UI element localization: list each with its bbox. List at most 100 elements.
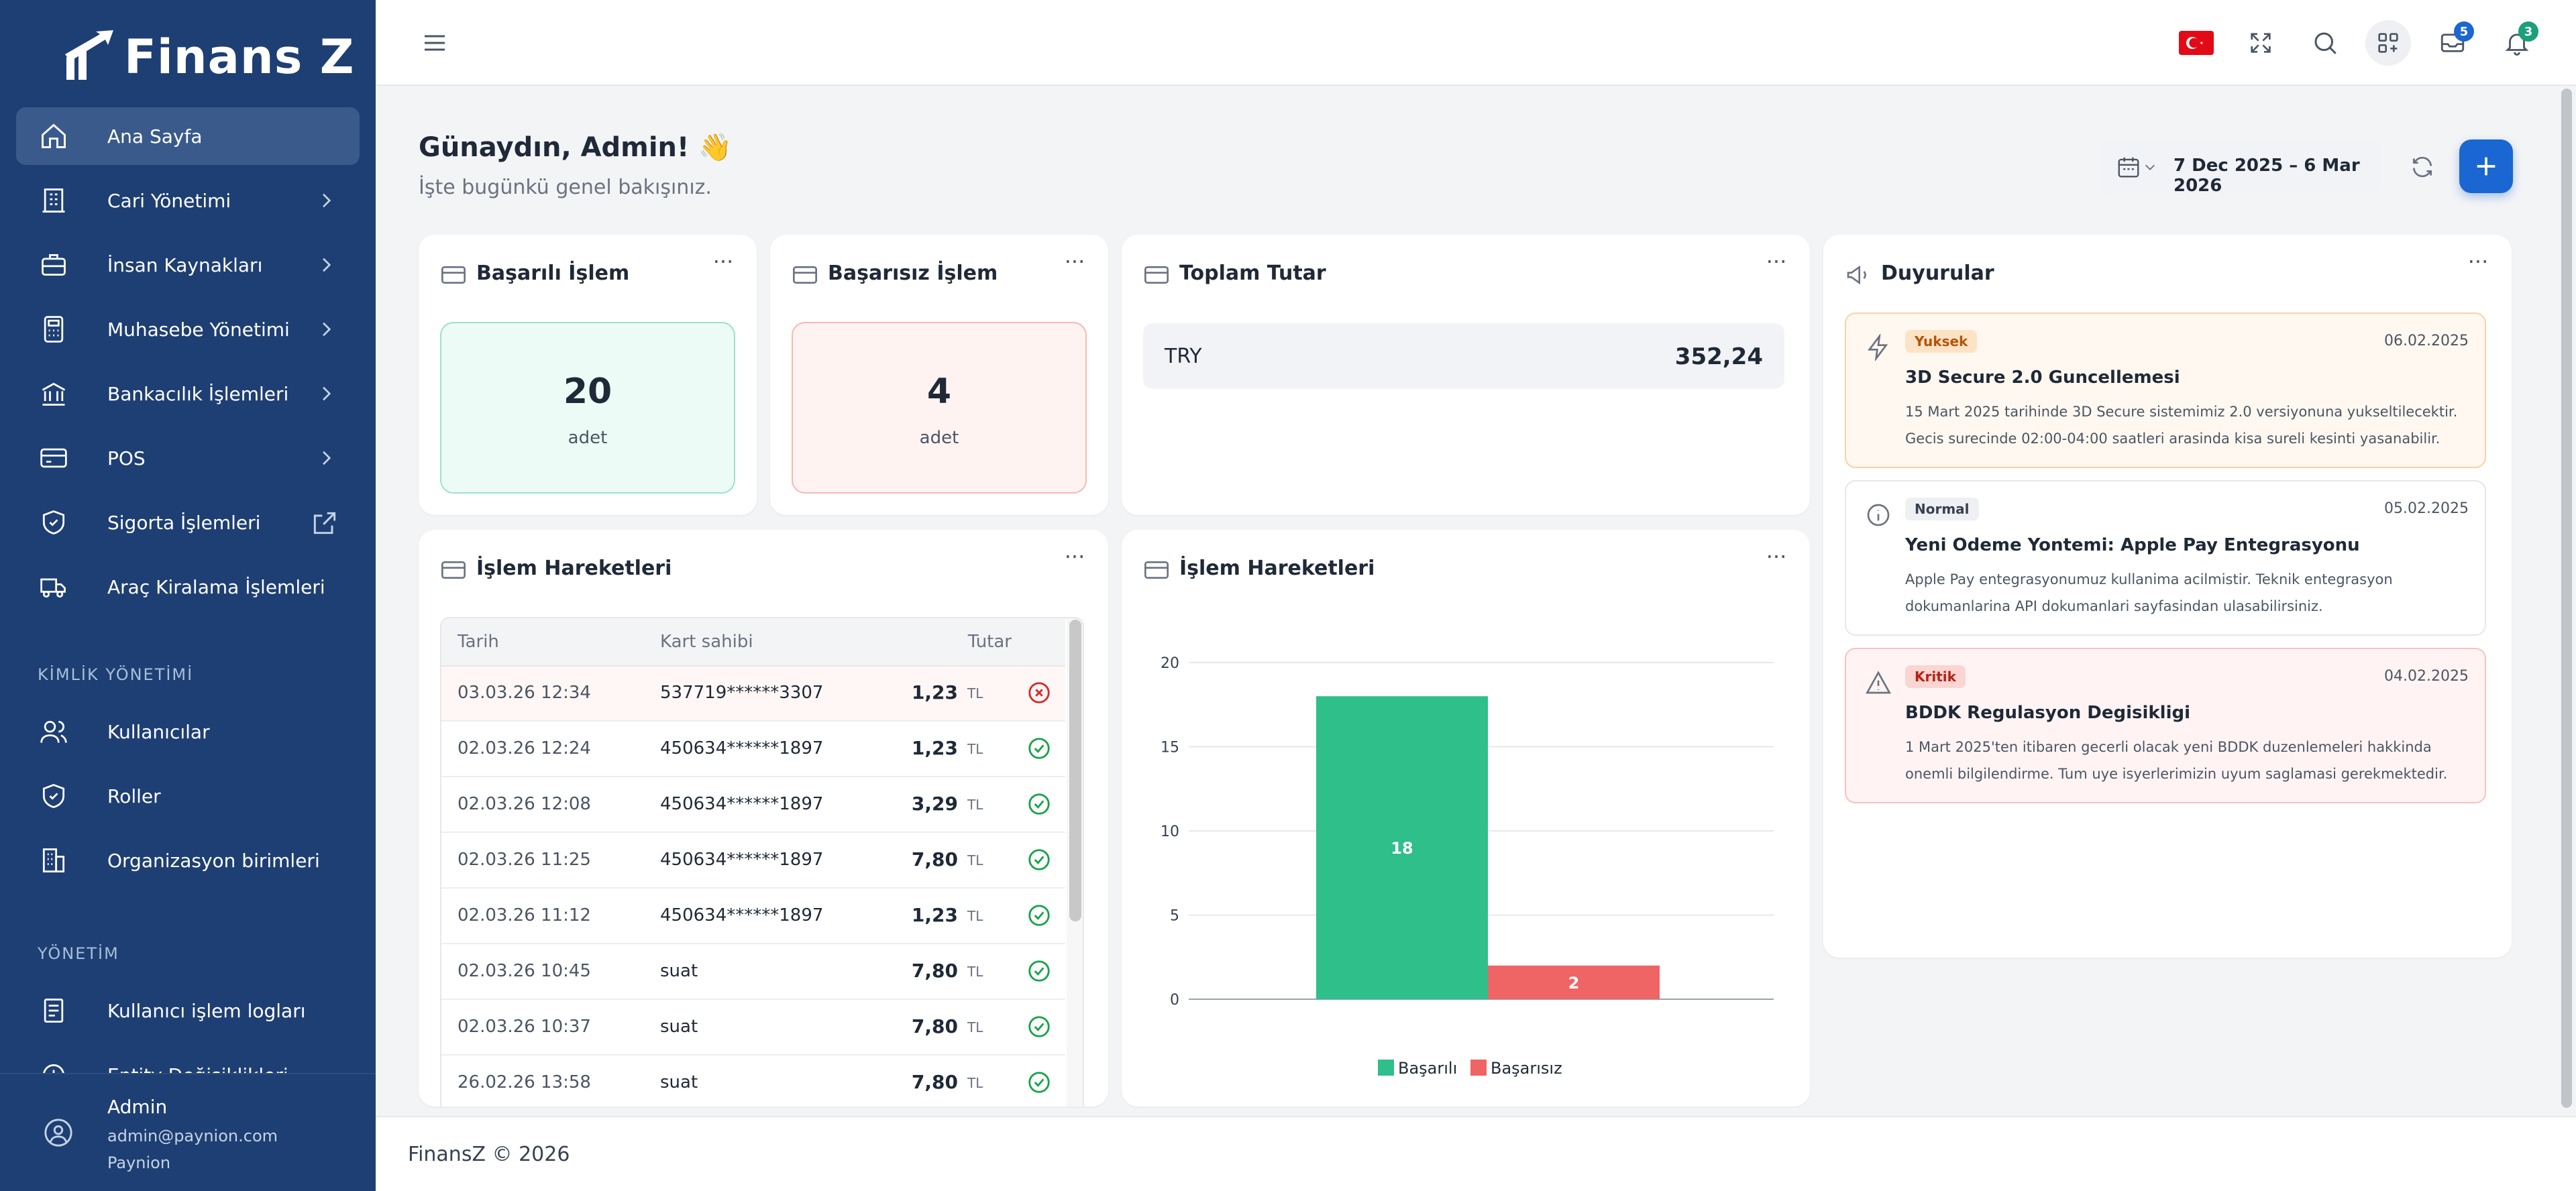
table-row[interactable]: 02.03.26 10:45 suat 7,80 TL — [441, 945, 1065, 1000]
column-header-amount[interactable]: Tutar — [967, 632, 1012, 652]
chevron-right-icon — [323, 258, 331, 272]
card-title: Duyurular — [1881, 262, 1994, 285]
footer: FinansZ © 2026 — [376, 1116, 2576, 1191]
sidebar-item-kullanicilar[interactable]: Kullanıcılar — [16, 703, 360, 760]
priority-badge: Kritik — [1905, 665, 1966, 688]
more-options-button[interactable]: ··· — [712, 249, 734, 274]
cell-date: 02.03.26 11:12 — [458, 905, 591, 925]
more-options-button[interactable]: ··· — [1766, 544, 1787, 569]
search-button[interactable] — [2302, 20, 2348, 66]
table-row[interactable]: 03.03.26 12:34 537719******3307 1,23 TL — [441, 667, 1065, 722]
cell-date: 02.03.26 12:08 — [458, 794, 591, 814]
announcement-body: Apple Pay entegrasyonumuz kullanima acil… — [1905, 571, 2393, 614]
turkey-flag-icon — [2179, 31, 2214, 55]
table-header: Tarih Kart sahibi Tutar — [441, 618, 1065, 667]
add-button[interactable] — [2459, 139, 2513, 193]
success-count: 20 — [563, 372, 612, 412]
card-title: İşlem Hareketleri — [476, 557, 672, 580]
cell-amount: 1,23 — [911, 737, 958, 759]
log-icon — [38, 995, 70, 1027]
y-tick-label: 20 — [1161, 655, 1179, 672]
fail-stat-box: 4 adet — [792, 322, 1087, 494]
sidebar-item-label: Sigorta İşlemleri — [107, 511, 261, 534]
chevron-right-icon — [323, 322, 331, 337]
external-link-icon[interactable] — [310, 508, 339, 538]
sidebar-item-muhasebe[interactable]: Muhasebe Yönetimi — [16, 300, 360, 358]
more-options-button[interactable]: ··· — [1064, 544, 1085, 569]
success-unit: adet — [568, 428, 608, 448]
page-scroll-thumb[interactable] — [2561, 89, 2572, 1108]
truck-icon — [38, 571, 70, 603]
messages-button[interactable]: 5 — [2430, 20, 2475, 66]
shield-icon — [38, 506, 70, 538]
building-icon — [38, 184, 70, 217]
table-row[interactable]: 02.03.26 10:37 suat 7,80 TL — [441, 1001, 1065, 1056]
menu-toggle-button[interactable] — [412, 20, 458, 66]
refresh-button[interactable] — [2402, 146, 2443, 188]
bar-data-label: 18 — [1391, 839, 1413, 858]
sidebar-item-arac-kiralama[interactable]: Araç Kiralama İşlemleri — [16, 558, 360, 616]
page-scrollbar[interactable] — [2557, 86, 2576, 1116]
org-building-icon — [38, 844, 70, 876]
success-check-icon — [1028, 1072, 1050, 1093]
cell-currency: TL — [967, 908, 983, 924]
column-header-date[interactable]: Tarih — [458, 632, 499, 652]
sidebar-item-bankacilik[interactable]: Bankacılık İşlemleri — [16, 365, 360, 422]
user-org: Paynion — [107, 1153, 171, 1172]
sidebar-item-label: Roller — [107, 785, 161, 807]
language-button[interactable] — [2174, 20, 2219, 66]
total-row: TRY 352,24 — [1143, 323, 1784, 389]
more-options-button[interactable]: ··· — [1064, 249, 1085, 274]
y-tick-label: 10 — [1161, 824, 1179, 840]
sidebar-item-pos[interactable]: POS — [16, 429, 360, 487]
sidebar-item-organizasyon[interactable]: Organizasyon birimleri — [16, 832, 360, 889]
more-options-button[interactable]: ··· — [1766, 249, 1787, 274]
announcements-card: Duyurular ··· Yuksek 06.02.2025 3D Secur… — [1823, 235, 2512, 958]
bar-basarili — [1316, 696, 1488, 999]
notifications-button[interactable]: 3 — [2494, 20, 2540, 66]
page-subtitle: İşte bugünkü genel bakışınız. — [419, 176, 712, 199]
announcement-item[interactable]: Yuksek 06.02.2025 3D Secure 2.0 Guncelle… — [1845, 313, 2486, 468]
sidebar-user-panel[interactable]: Admin admin@paynion.com Paynion — [0, 1073, 376, 1191]
table-row[interactable]: 02.03.26 11:25 450634******1897 7,80 TL — [441, 834, 1065, 889]
apps-button[interactable] — [2365, 20, 2411, 66]
table-row[interactable]: 26.02.26 13:58 suat 7,80 TL — [441, 1056, 1065, 1107]
announcement-date: 04.02.2025 — [2384, 668, 2469, 685]
announcement-item[interactable]: Normal 05.02.2025 Yeni Odeme Yontemi: Ap… — [1845, 480, 2486, 636]
column-header-holder[interactable]: Kart sahibi — [660, 632, 753, 652]
date-range-picker[interactable]: 7 Dec 2025 – 6 Mar 2026 — [2100, 141, 2381, 196]
announcement-item[interactable]: Kritik 04.02.2025 BDDK Regulasyon Degisi… — [1845, 648, 2486, 803]
topbar: 5 3 — [376, 0, 2576, 86]
sidebar-item-cari[interactable]: Cari Yönetimi — [16, 172, 360, 229]
logo[interactable]: Finans Z — [64, 27, 355, 87]
sidebar-item-sigorta[interactable]: Sigorta İşlemleri — [16, 494, 360, 551]
table-row[interactable]: 02.03.26 12:08 450634******1897 3,29 TL — [441, 778, 1065, 833]
megaphone-icon — [1847, 265, 1866, 285]
table-row[interactable]: 02.03.26 12:24 450634******1897 1,23 TL — [441, 722, 1065, 777]
y-tick-label: 0 — [1170, 992, 1179, 1009]
info-icon — [1867, 504, 1890, 526]
logo-mark-icon — [65, 30, 113, 80]
cell-amount: 7,80 — [911, 1015, 958, 1037]
shield-check-icon — [38, 780, 70, 812]
sidebar-item-islem-loglari[interactable]: Kullanıcı işlem logları — [16, 982, 360, 1039]
sidebar-item-insan-kaynaklari[interactable]: İnsan Kaynakları — [16, 236, 360, 294]
fail-unit: adet — [919, 428, 959, 448]
user-name: Admin — [107, 1096, 168, 1118]
credit-card-icon — [441, 561, 466, 579]
fullscreen-button[interactable] — [2238, 20, 2284, 66]
credit-card-icon — [38, 442, 70, 474]
cell-currency: TL — [967, 1075, 983, 1091]
more-options-button[interactable]: ··· — [2467, 249, 2489, 274]
section-yonetim: YÖNETİM — [38, 944, 119, 963]
credit-card-icon — [441, 266, 466, 284]
table-row[interactable]: 02.03.26 11:12 450634******1897 1,23 TL — [441, 889, 1065, 944]
priority-badge: Normal — [1905, 498, 1979, 520]
cell-holder: 450634******1897 — [660, 738, 824, 758]
user-email: admin@paynion.com — [107, 1127, 278, 1145]
sidebar-item-ana-sayfa[interactable]: Ana Sayfa — [16, 107, 360, 165]
table-scrollbar[interactable] — [1067, 618, 1083, 1107]
table-scroll-thumb[interactable] — [1069, 620, 1081, 921]
chevron-right-icon — [323, 386, 331, 401]
sidebar-item-roller[interactable]: Roller — [16, 767, 360, 825]
